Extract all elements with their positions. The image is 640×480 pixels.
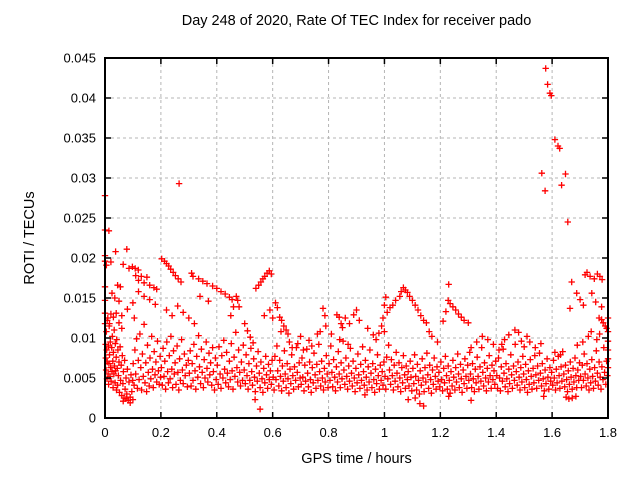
y-tick-label: 0.015	[63, 291, 96, 306]
y-tick-label: 0.025	[63, 211, 96, 226]
x-axis-title: GPS time / hours	[301, 451, 412, 467]
y-tick-label: 0.01	[71, 331, 96, 346]
x-tick-label: 0.6	[264, 425, 282, 440]
y-tick-label: 0.005	[63, 371, 96, 386]
x-tick-label: 1	[381, 425, 388, 440]
x-tick-label: 0.8	[320, 425, 338, 440]
chart-title: Day 248 of 2020, Rate Of TEC Index for r…	[181, 13, 532, 29]
y-tick-label: 0.03	[71, 171, 96, 186]
x-tick-label: 0.4	[208, 425, 226, 440]
y-tick-label: 0.04	[71, 91, 96, 106]
y-tick-label: 0.035	[63, 131, 96, 146]
x-tick-label: 1.2	[431, 425, 449, 440]
x-tick-label: 1.4	[487, 425, 505, 440]
x-tick-label: 1.6	[543, 425, 561, 440]
plot-border	[104, 57, 609, 419]
y-tick-label: 0.045	[63, 51, 96, 66]
x-tick-label: 0.2	[152, 425, 170, 440]
x-tick-label: 0	[101, 425, 108, 440]
x-tick-label: 1.8	[599, 425, 617, 440]
y-tick-label: 0	[89, 411, 96, 426]
y-tick-label: 0.02	[71, 251, 96, 266]
data-points	[101, 65, 612, 413]
